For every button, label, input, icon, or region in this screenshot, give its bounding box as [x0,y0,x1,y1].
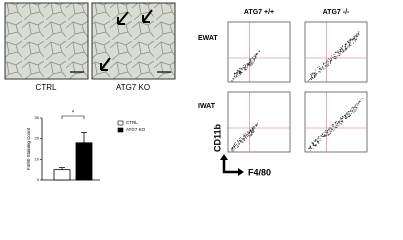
legend-label: ATG7 KO [126,127,146,132]
row-label: IWAT [198,103,216,110]
y-axis-label: CD11b [212,123,222,152]
error-bar [59,167,65,170]
micrograph-label: CTRL [36,83,57,92]
event-dots [308,31,360,82]
y-axis-label: F4/80 Staining Count [26,127,31,170]
micrograph [4,2,89,80]
y-tick-label: 0 [37,177,40,182]
column-label: ATG7 +/+ [244,9,274,16]
micrograph-label: ATG7 KO [116,83,150,92]
error-bar [81,132,87,143]
flow-plot-frame [227,91,291,153]
bar [75,142,93,181]
legend-swatch [117,120,124,126]
y-tick-label: 20 [35,136,40,141]
event-dots [231,122,258,152]
axis-arrow-head [220,154,244,176]
event-dots [230,50,261,82]
bar [53,169,71,181]
bar-chart: 0 10 20 30 F4/80 Staining Count CTRL ATG7 KO * [26,111,145,182]
flow-plots [227,21,368,153]
x-axis-label: F4/80 [248,167,271,177]
y-tick-label: 10 [35,156,40,161]
significance-label: * [72,111,75,117]
significance-bracket [61,115,85,119]
column-label: ATG7 -/- [323,9,350,16]
micrograph [91,2,176,80]
axis-arrow [222,160,238,174]
event-dots [308,98,363,151]
row-label: EWAT [198,35,218,42]
arrows [100,9,153,71]
figure: CTRL ATG7 KO ATG7 +/+ ATG7 -/- EWAT IWAT… [4,2,368,182]
y-tick-label: 30 [35,115,40,120]
legend-label: CTRL [126,120,138,125]
legend-swatch [117,127,124,133]
